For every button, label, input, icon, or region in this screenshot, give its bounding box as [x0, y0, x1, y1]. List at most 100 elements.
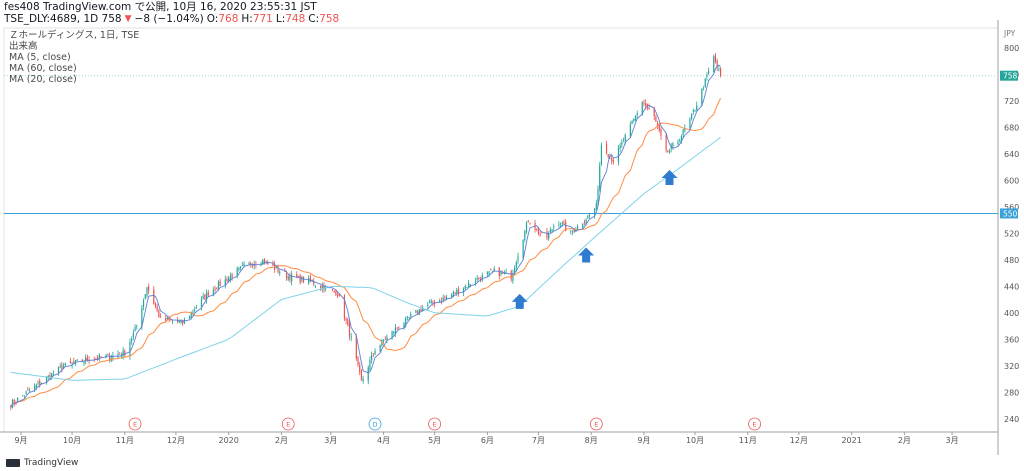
- candle-body: [357, 356, 359, 365]
- y-tick-label: 400: [1004, 309, 1019, 318]
- candle-body: [405, 317, 407, 326]
- close-value: 758: [319, 13, 340, 25]
- candle-body: [522, 240, 524, 259]
- candle-body: [49, 375, 51, 379]
- hline-price-tag: [1000, 208, 1018, 219]
- x-tick-label: 2020: [218, 436, 238, 445]
- legend-volume[interactable]: 出来高: [9, 41, 38, 52]
- candle-body: [418, 309, 420, 315]
- candle-body: [396, 327, 398, 329]
- candle-body: [427, 304, 429, 306]
- event-marker[interactable]: [281, 417, 295, 431]
- candle-body: [422, 307, 424, 312]
- candle-body: [599, 165, 601, 190]
- ma20-line[interactable]: [10, 98, 722, 408]
- candle-body: [486, 272, 488, 275]
- candle-body: [631, 121, 633, 125]
- candle-body: [585, 219, 587, 225]
- candle-body: [445, 297, 448, 301]
- candle-body: [333, 290, 335, 292]
- candle-body: [311, 281, 313, 283]
- candle-body: [226, 278, 228, 282]
- candle-body: [653, 107, 655, 117]
- legend-ma60[interactable]: MA (60, close): [9, 63, 77, 74]
- candle-body: [183, 319, 186, 324]
- candle-body: [645, 103, 647, 106]
- ma60-line[interactable]: [10, 136, 721, 381]
- event-marker[interactable]: [368, 417, 382, 431]
- x-tick-label: 10月: [686, 436, 704, 445]
- candle-body: [219, 281, 221, 286]
- candle-body: [464, 286, 466, 290]
- candle-body: [238, 267, 240, 270]
- candle-body: [719, 68, 722, 76]
- candle-body: [398, 327, 400, 329]
- candle-body: [134, 327, 136, 331]
- candle-body: [391, 331, 393, 339]
- candle-body: [313, 281, 315, 285]
- legend-symbol[interactable]: Ｚホールディングス, 1日, TSE: [9, 30, 140, 41]
- candle-body: [665, 135, 667, 151]
- candle-body: [451, 295, 453, 298]
- candle-body: [515, 262, 517, 268]
- candle-body: [362, 378, 364, 382]
- x-tick-label: 10月: [63, 436, 81, 445]
- candle-body: [478, 277, 480, 279]
- candle-body: [658, 124, 660, 131]
- legend-ma20[interactable]: MA (20, close): [9, 74, 77, 85]
- candle-body: [285, 273, 288, 278]
- candle-body: [335, 290, 337, 296]
- up-arrow-icon: [511, 293, 528, 309]
- candle-body: [212, 289, 214, 296]
- open-value: 768: [218, 13, 239, 25]
- event-marker[interactable]: [128, 417, 142, 431]
- ma5-line[interactable]: [10, 64, 721, 408]
- candle-body: [563, 222, 565, 224]
- candle-body: [382, 340, 385, 342]
- y-tick-label: 800: [1004, 44, 1019, 53]
- candle-body: [524, 230, 526, 241]
- candle-body: [100, 356, 102, 358]
- candle-body: [406, 316, 408, 317]
- candle-body: [85, 357, 87, 362]
- event-label: E: [753, 421, 757, 429]
- candle-body: [314, 285, 317, 287]
- candle-body: [384, 339, 386, 341]
- candle-body: [462, 288, 465, 293]
- candle-body: [691, 113, 693, 119]
- candle-body: [476, 277, 478, 280]
- candle-body: [452, 292, 454, 297]
- candle-body: [415, 310, 417, 313]
- candle-body: [253, 264, 255, 266]
- event-marker[interactable]: [748, 417, 762, 431]
- candle-body: [694, 109, 696, 111]
- candle-body: [621, 142, 623, 145]
- legend-ma5[interactable]: MA (5, close): [9, 52, 71, 63]
- candle-body: [551, 229, 553, 232]
- candle-body: [559, 225, 562, 226]
- candle-body: [323, 284, 325, 291]
- candle-body: [23, 395, 26, 397]
- candle-body: [539, 234, 541, 236]
- candle-body: [672, 143, 674, 147]
- candle-body: [263, 258, 266, 264]
- candle-body: [416, 311, 419, 314]
- y-tick-label: 480: [1004, 256, 1019, 265]
- candle-body: [195, 307, 197, 309]
- candle-body: [178, 320, 180, 323]
- candle-body: [165, 317, 167, 321]
- event-marker[interactable]: [428, 417, 442, 431]
- candle-body: [308, 278, 310, 284]
- candle-body: [570, 230, 572, 232]
- candle-body: [39, 381, 41, 385]
- candle-body: [571, 231, 574, 233]
- event-label: E: [286, 421, 290, 429]
- candle-body: [204, 294, 206, 300]
- candle-body: [73, 361, 75, 363]
- candle-body: [166, 318, 168, 319]
- candle-body: [214, 288, 216, 291]
- y-tick-label: 320: [1004, 362, 1019, 371]
- x-tick-label: 2月: [275, 436, 288, 445]
- event-marker[interactable]: [589, 417, 603, 431]
